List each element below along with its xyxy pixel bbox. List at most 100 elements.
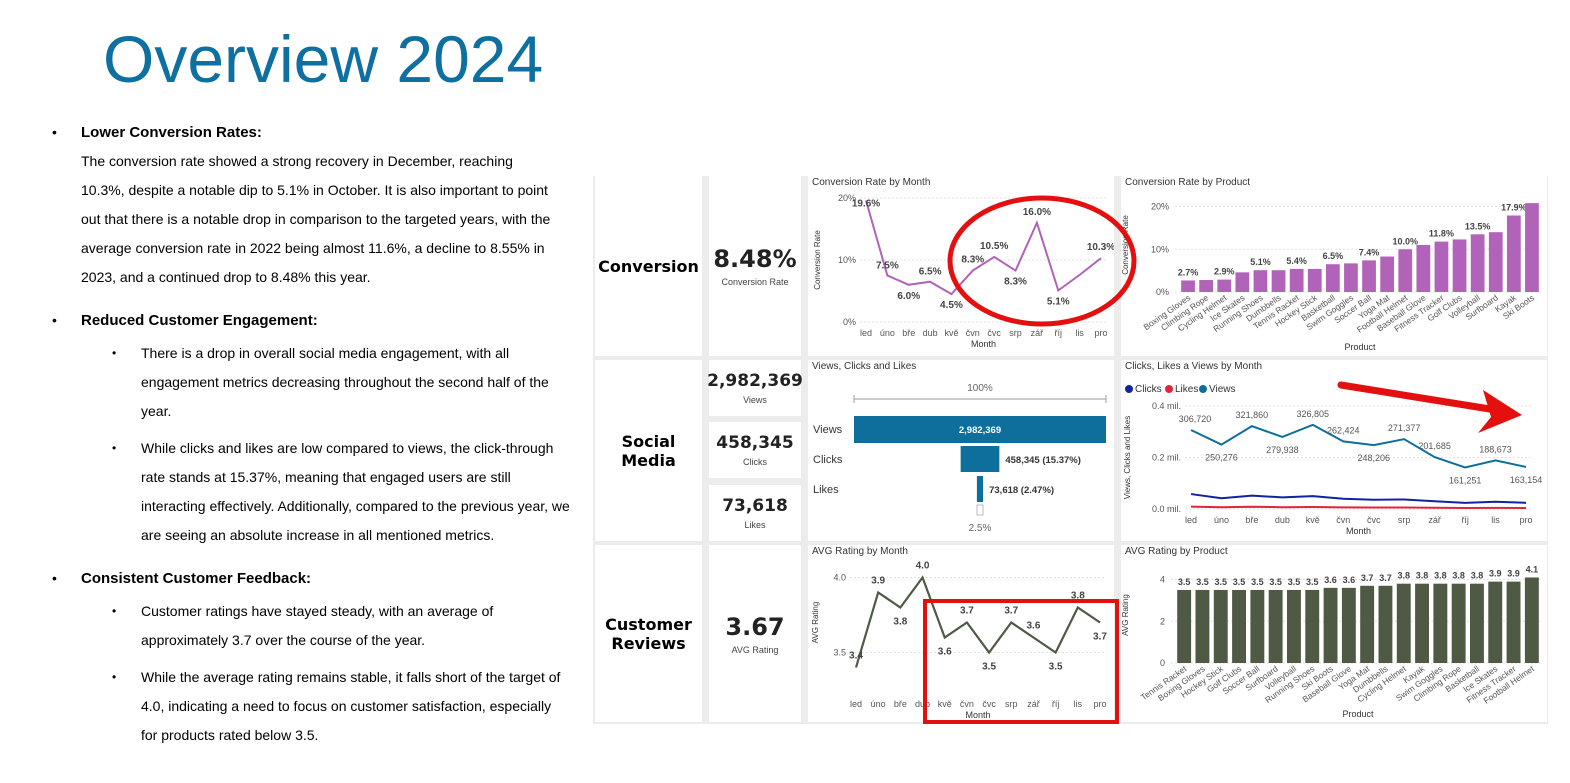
data-label: 3.6 — [1027, 621, 1041, 632]
bullet-glyph: • — [112, 441, 117, 455]
data-label: 10.3% — [1087, 242, 1114, 253]
data-label: 306,720 — [1179, 414, 1212, 424]
data-label: 2.9% — [1214, 267, 1235, 277]
data-label: 161,251 — [1449, 475, 1482, 485]
data-label: 326,805 — [1297, 409, 1330, 419]
data-label: 3.8 — [1471, 571, 1484, 581]
x-tick-label: říj — [1055, 328, 1063, 338]
chart-rating-month: AVG Rating by Month 3.5 4.0 led úno bře dub kv… — [808, 545, 1114, 722]
x-tick-label: kvě — [938, 699, 952, 709]
x-tick-label: bře — [1245, 515, 1258, 525]
x-tick-label: kvě — [944, 328, 958, 338]
data-label: 5.1% — [1047, 296, 1070, 307]
funnel-top-label: 100% — [967, 383, 993, 394]
y-tick-label: 0.0 mil. — [1152, 504, 1181, 514]
series-line-views — [1190, 423, 1527, 469]
y-tick-label: 0% — [843, 317, 856, 327]
data-label: 3.9 — [871, 576, 885, 587]
y-axis-title: Conversion Rate — [1121, 215, 1130, 275]
bar — [1286, 589, 1301, 663]
bar — [1199, 280, 1214, 292]
bar — [1362, 260, 1376, 292]
data-label: 4.5% — [940, 300, 963, 311]
data-label: 3.9 — [1489, 569, 1502, 579]
data-label: 3.6 — [938, 647, 952, 658]
x-tick-label: říj — [1052, 699, 1060, 709]
data-label: 248,206 — [1357, 453, 1390, 463]
x-tick-label: bře — [894, 699, 907, 709]
data-label: 16.0% — [1023, 207, 1051, 218]
y-axis-title: Views, Clicks and Likes — [1123, 416, 1132, 499]
funnel-end-marker — [976, 504, 984, 516]
y-tick-label: 4 — [1160, 575, 1165, 585]
bar — [1398, 249, 1413, 292]
kpi-label: Clicks — [743, 457, 767, 467]
chart-title: Conversion Rate by Month — [812, 177, 931, 188]
x-tick-label: čvc — [1367, 515, 1381, 525]
row-label-text: Customer — [605, 614, 692, 634]
data-label: 6.5% — [1323, 251, 1344, 261]
data-label: 321,860 — [1236, 410, 1269, 420]
section-heading: Reduced Customer Engagement: — [81, 312, 318, 329]
y-tick-label: 20% — [838, 193, 856, 203]
sub-bullet: • While the average rating remains stabl… — [0, 663, 580, 750]
data-label: 3.7 — [1361, 573, 1374, 583]
bar — [1488, 581, 1503, 663]
data-label: 8.3% — [961, 255, 984, 266]
kpi-label: Views — [743, 395, 767, 405]
dashboard: Conversion Social Media Customer Reviews… — [593, 176, 1548, 724]
y-tick-label: 0% — [1156, 287, 1169, 297]
sub-bullet-text: While clicks and likes are low compared … — [141, 440, 570, 543]
data-label: 3.8 — [1397, 571, 1410, 581]
y-tick-label: 0 — [1160, 658, 1165, 668]
x-axis-title: Product — [1342, 709, 1374, 719]
data-label: 3.5 — [1269, 577, 1282, 587]
kpi-conversion: 8.48% Conversion Rate — [709, 176, 801, 356]
y-tick-label: 0.4 mil. — [1152, 401, 1181, 411]
kpi-label: AVG Rating — [731, 644, 779, 655]
bar — [1325, 264, 1340, 292]
y-tick-label: 3.5 — [833, 648, 846, 658]
data-label: 3.8 — [1416, 571, 1429, 581]
series-line-likes — [1190, 505, 1527, 509]
data-label: 6.5% — [919, 267, 942, 278]
bar — [1271, 270, 1286, 292]
kpi-label: Likes — [744, 520, 766, 530]
page-title: Overview 2024 — [103, 22, 544, 96]
data-label: 8.3% — [1004, 277, 1027, 288]
data-label: 17.9% — [1501, 203, 1527, 213]
funnel-category: Likes — [813, 484, 839, 496]
data-label: 3.8 — [1434, 571, 1447, 581]
chart-conversion-product: Conversion Rate by Product 0% 10% 20% 2.7% B… — [1121, 176, 1547, 356]
data-label: 3.5 — [982, 662, 996, 673]
data-label: 19.6% — [852, 198, 880, 209]
x-tick-label: dub — [923, 328, 938, 338]
kpi-value: 73,618 — [722, 496, 788, 516]
x-tick-label: čvn — [960, 699, 974, 709]
bar — [1213, 589, 1228, 663]
y-tick-label: 20% — [1151, 202, 1169, 212]
row-label-conversion: Conversion — [595, 176, 702, 356]
bar — [1380, 256, 1395, 292]
data-label: 7.5% — [876, 261, 899, 272]
data-label: 11.8% — [1429, 229, 1454, 239]
x-tick-label: srp — [1009, 328, 1022, 338]
bar — [1415, 583, 1430, 663]
data-label: 3.6 — [1343, 575, 1356, 585]
x-tick-label: čvn — [966, 328, 980, 338]
bullet-glyph: • — [112, 604, 117, 618]
data-label: 3.9 — [1507, 569, 1520, 579]
funnel-bottom-label: 2.5% — [969, 523, 992, 534]
legend-label: Likes — [1175, 384, 1198, 395]
kpi-views: 2,982,369 Views — [707, 360, 803, 416]
x-tick-label: čvc — [982, 699, 996, 709]
data-label: 3.6 — [1324, 575, 1337, 585]
data-label: 3.5 — [1251, 577, 1264, 587]
x-tick-label: lis — [1491, 515, 1500, 525]
chart-title: AVG Rating by Month — [812, 546, 908, 557]
x-tick-label: pro — [1094, 328, 1107, 338]
section-heading: Consistent Customer Feedback: — [81, 570, 312, 587]
data-label: 2,982,369 — [959, 425, 1001, 436]
bar — [1235, 272, 1250, 292]
data-label: 188,673 — [1479, 444, 1512, 454]
